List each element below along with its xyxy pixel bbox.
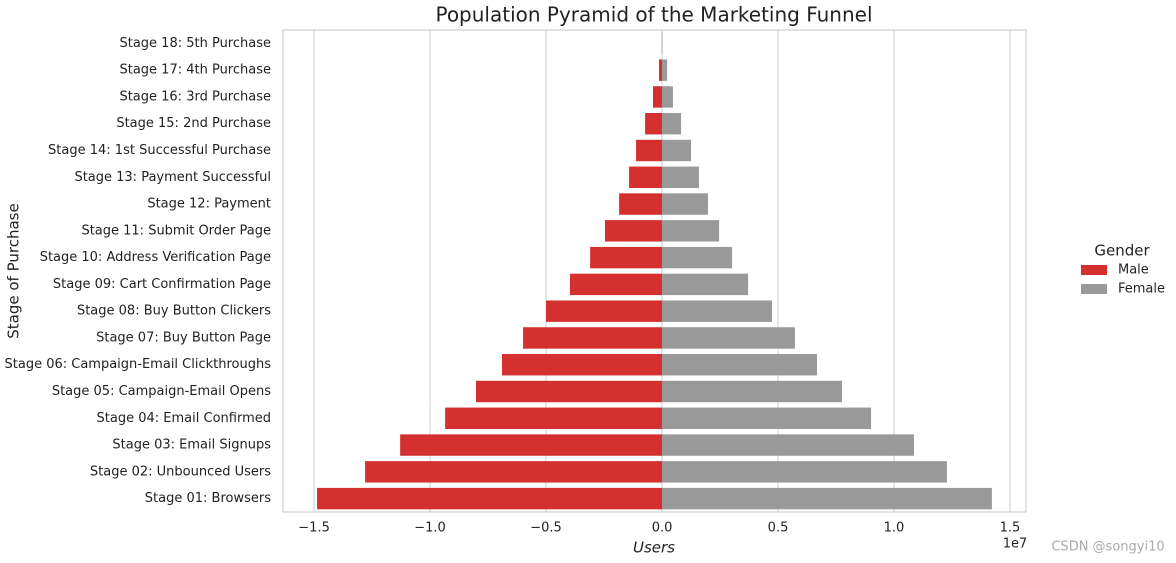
y-tick-label: Stage 01: Browsers (145, 491, 271, 506)
bar (659, 59, 663, 81)
y-tick-label: Stage 07: Buy Button Page (96, 330, 271, 345)
bar (569, 273, 663, 296)
bar (604, 220, 663, 242)
bar (317, 487, 663, 510)
y-tick-label: Stage 11: Submit Order Page (81, 223, 271, 238)
y-tick-label: Stage 03: Email Signups (112, 438, 271, 453)
bar (662, 354, 817, 376)
bar (400, 434, 663, 456)
bar (546, 300, 663, 322)
bar (590, 246, 663, 269)
bar (662, 327, 795, 349)
bar (652, 86, 663, 108)
legend: Gender Male Female (1081, 242, 1165, 297)
x-tick-label: 1.0 (884, 521, 905, 536)
x-axis-label: Users (633, 539, 675, 557)
legend-swatch (1081, 284, 1107, 294)
bar (662, 246, 733, 269)
bar (662, 380, 843, 403)
bar (662, 166, 699, 188)
legend-label: Male (1118, 263, 1149, 278)
y-axis-label: Stage of Purchase (5, 203, 23, 338)
bar (475, 380, 663, 403)
y-tick-label: Stage 09: Cart Confirmation Page (53, 277, 271, 292)
y-tick-label: Stage 06: Campaign-Email Clickthroughs (5, 357, 272, 372)
y-tick-label: Stage 18: 5th Purchase (119, 36, 271, 51)
x-tick-label: −1.0 (414, 521, 446, 536)
legend-swatch (1081, 265, 1107, 275)
watermark: CSDN @songyi10 (1051, 540, 1164, 555)
y-tick-label: Stage 05: Campaign-Email Opens (52, 384, 271, 399)
y-tick-label: Stage 10: Address Verification Page (40, 250, 271, 265)
bar (445, 407, 663, 429)
bar (662, 461, 947, 483)
bar (662, 273, 749, 296)
plot-frame (282, 29, 1027, 513)
bar (662, 59, 668, 81)
y-tick-label: Stage 12: Payment (147, 197, 271, 212)
legend-title: Gender (1094, 242, 1150, 260)
bar (636, 139, 663, 162)
bar (523, 327, 663, 349)
bar (501, 354, 663, 376)
legend-label: Female (1118, 282, 1165, 297)
y-tick-label: Stage 04: Email Confirmed (97, 411, 271, 426)
x-offset-label: 1e7 (1003, 537, 1028, 552)
bar (662, 193, 708, 215)
y-tick-label: Stage 15: 2nd Purchase (116, 116, 271, 131)
bar (619, 193, 663, 215)
x-tick-label: 1.5 (1000, 521, 1021, 536)
x-tick-label: −0.5 (530, 521, 562, 536)
x-tick-label: 0.5 (768, 521, 789, 536)
bar (629, 166, 663, 188)
bar (662, 300, 772, 322)
bar (662, 434, 914, 456)
x-tick-label: −1.5 (298, 521, 330, 536)
bar (662, 86, 673, 108)
bar (662, 487, 992, 510)
bar (662, 139, 692, 162)
y-tick-label: Stage 14: 1st Successful Purchase (48, 143, 271, 158)
bar (662, 113, 682, 135)
bar (662, 220, 720, 242)
y-tick-label: Stage 17: 4th Purchase (119, 63, 271, 78)
y-tick-label: Stage 16: 3rd Purchase (119, 89, 271, 104)
bar (645, 113, 663, 135)
x-tick-label: 0.0 (652, 521, 673, 536)
y-tick-label: Stage 08: Buy Button Clickers (77, 304, 271, 319)
bar (662, 407, 872, 429)
y-tick-label: Stage 02: Unbounced Users (90, 464, 271, 479)
y-tick-label: Stage 13: Payment Successful (74, 170, 271, 185)
chart-title: Population Pyramid of the Marketing Funn… (435, 3, 872, 27)
bar (365, 461, 663, 483)
